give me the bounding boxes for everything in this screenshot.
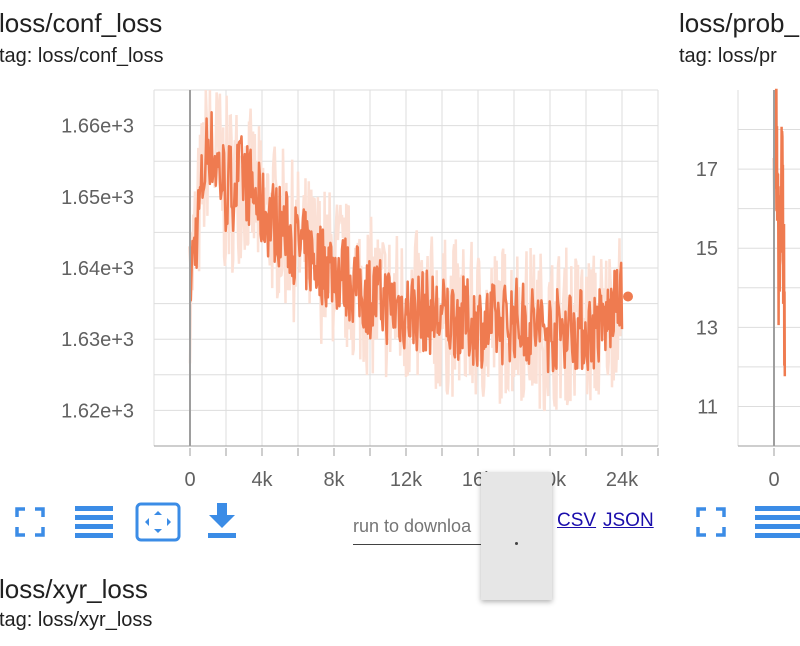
csv-link[interactable]: CSV <box>557 510 597 531</box>
fullscreen-icon[interactable] <box>695 506 727 538</box>
y-tick-label: 1.65e+3 <box>61 187 134 209</box>
run-dropdown-panel[interactable] <box>481 472 552 600</box>
y-tick-label: 1.63e+3 <box>61 329 134 351</box>
series-line <box>772 88 787 377</box>
x-tick-label: 0 <box>184 469 195 491</box>
chart-prob-lines <box>772 88 787 377</box>
y-tick-label: 1.62e+3 <box>61 400 134 422</box>
y-tick-label: 1.66e+3 <box>61 116 134 138</box>
series-raw-line <box>188 89 624 412</box>
y-tick-label: 1.64e+3 <box>61 258 134 280</box>
fit-domain-icon[interactable] <box>135 502 181 542</box>
json-link[interactable]: JSON <box>603 510 654 531</box>
series-end-point <box>623 291 633 302</box>
dropdown-item[interactable] <box>515 542 518 545</box>
toggle-log-scale-icon[interactable] <box>755 505 800 539</box>
card-title: loss/conf_loss <box>0 8 163 38</box>
card-tag: tag: loss/xyr_loss <box>0 609 153 631</box>
card-tag: tag: loss/pr <box>679 45 777 67</box>
chart-prob-axis: 11 13 15 17 0 <box>696 90 800 491</box>
card-tag: tag: loss/conf_loss <box>0 45 164 67</box>
series-line <box>188 111 624 374</box>
x-tick-label: 4k <box>251 469 273 491</box>
toggle-log-scale-icon[interactable] <box>75 505 113 539</box>
run-to-download-select[interactable] <box>353 508 481 545</box>
y-tick-label: 11 <box>697 396 718 418</box>
card-title: loss/xyr_loss <box>0 574 148 604</box>
x-tick-label: 12k <box>390 469 423 491</box>
y-tick-label: 17 <box>696 159 718 181</box>
download-icon[interactable] <box>206 503 238 539</box>
card-title: loss/prob_ <box>679 8 799 38</box>
fullscreen-icon[interactable] <box>14 506 46 538</box>
chart-prob-grid <box>737 90 800 446</box>
x-tick-label: 24k <box>606 469 639 491</box>
y-tick-label: 13 <box>696 317 718 339</box>
x-tick-label: 8k <box>323 469 345 491</box>
y-tick-label: 15 <box>696 238 718 260</box>
x-tick-label: 0 <box>768 469 779 491</box>
